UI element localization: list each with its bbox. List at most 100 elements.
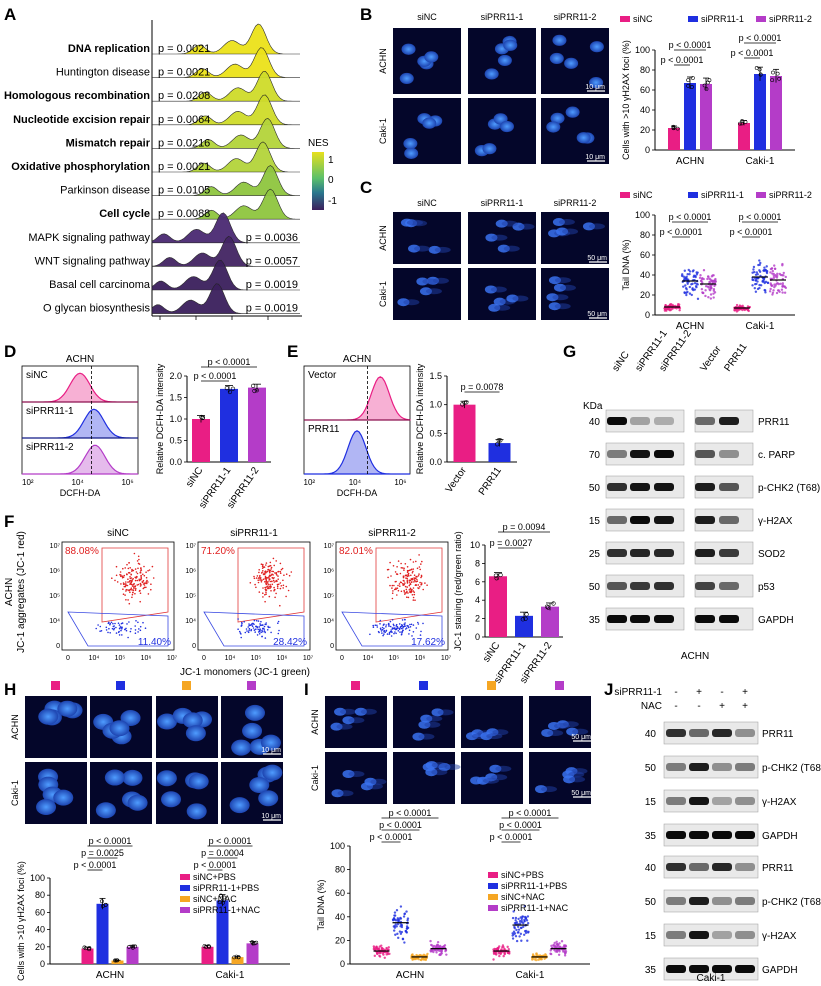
- panelCchart-dot-0-1-1: [696, 297, 700, 301]
- panelDhist-xtick-1: 10⁴: [72, 478, 85, 487]
- f-blue-dot-2-84: [401, 631, 403, 633]
- panelCchart-dot-0-2-40: [706, 285, 709, 288]
- j-band-0-2-2: [712, 797, 732, 805]
- f-red-dot-2-44: [406, 571, 409, 573]
- f-blue-dot-2-70: [379, 627, 382, 630]
- f-red-dot-1-3: [267, 581, 269, 583]
- pathway-name-5: Oxidative phosphorylation: [11, 161, 150, 173]
- f-red-dot-2-115: [407, 569, 410, 572]
- panelCchart-dot-1-2-54: [783, 285, 786, 288]
- panelFchart-ytick-label-5: 10: [470, 540, 480, 550]
- comet-tail-i03-2: [572, 728, 589, 735]
- panelIchart-dot-0-0-58: [379, 951, 382, 955]
- f-blue-dot-1-61: [259, 629, 261, 631]
- f-blue-dot-1-7: [240, 636, 242, 639]
- j-band-1-3-0: [666, 965, 686, 973]
- panelHchart-ytick-label-3: 60: [35, 907, 45, 917]
- f-red-dot-1-139: [268, 569, 271, 572]
- d-p-1: p < 0.0001: [194, 371, 237, 381]
- panelCchart-dot-1-2-59: [774, 273, 777, 277]
- g-band-6-3: [695, 615, 715, 623]
- f-red-dot-1-137: [273, 564, 276, 567]
- f-red-dot-2-37: [396, 594, 398, 596]
- panelDchart-ytick-label-3: 1.5: [169, 393, 182, 403]
- f-xtick-1-2: 10⁵: [251, 655, 262, 662]
- f-red-dot-2-38: [416, 567, 419, 570]
- f-red-dot-2-107: [412, 596, 415, 599]
- f-blue-dot-2-62: [404, 622, 406, 624]
- panelFchart-ytick-label-1: 2: [475, 614, 480, 624]
- panelHchart-pt-1-3-3: [250, 940, 255, 945]
- f-blue-dot-0-25: [109, 623, 111, 626]
- f-blue-dot-2-76: [401, 624, 404, 627]
- j-sign-0-0: -: [674, 687, 677, 698]
- f-red-dot-0-38: [146, 582, 148, 585]
- f-blue-dot-2-24: [376, 626, 379, 628]
- nes-colorbar: [312, 152, 324, 210]
- f-red-dot-1-159: [261, 567, 264, 569]
- panelEhist-row-1: PRR11: [308, 424, 340, 435]
- panelCchart-dot-1-2-15: [771, 293, 774, 296]
- panelEchart-bar-0: [453, 404, 476, 462]
- f-red-dot-1-12: [260, 563, 263, 565]
- j-sign-1-0: -: [674, 701, 677, 712]
- panelHchart-pt-0-0-3: [87, 947, 92, 952]
- g-mw-0: 40: [589, 417, 601, 428]
- h-p-5: p < 0.0001: [194, 860, 237, 870]
- panelBchart-bar-0-0: [668, 128, 680, 150]
- panelCchart-dot-0-2-54: [710, 286, 713, 290]
- i-scale-1: 50 μm: [571, 734, 591, 741]
- i-legend-3: siPRR11-1+NAC: [501, 903, 569, 913]
- f-red-dot-1-111: [257, 577, 260, 579]
- f-blue-dot-1-65: [265, 622, 268, 624]
- panelIchart-dot-1-2-44: [531, 957, 534, 960]
- f-red-dot-1-0: [285, 585, 288, 588]
- h-legend-3: siPRR11-1+NAC: [193, 905, 261, 915]
- panelHchart-bar-1-0: [201, 946, 214, 964]
- j-sign-1-2: +: [719, 701, 725, 712]
- f-red-dot-0-57: [147, 569, 149, 572]
- f-red-dot-2-159: [415, 584, 417, 586]
- f-red-dot-0-19: [140, 576, 142, 578]
- panelFchart-pt-0-0: [493, 573, 499, 578]
- g-cell: ACHN: [681, 651, 709, 662]
- panelBchart-pt-1-1-2: [757, 67, 762, 72]
- f-xtick-0-4: 10⁷: [167, 655, 178, 662]
- comet-tail-i10-0: [337, 790, 354, 797]
- panelBchart-bar-1-2: [770, 76, 782, 150]
- panelBchart-pt-0-1-3: [690, 76, 695, 80]
- f-gate-blue-1: [203, 611, 305, 647]
- f-blue-dot-2-89: [380, 630, 383, 632]
- f-red-dot-2-91: [426, 584, 428, 586]
- ridge-6: [152, 165, 300, 196]
- i-p-4: p < 0.0001: [499, 820, 542, 830]
- j-mw-1-0: 40: [645, 863, 657, 874]
- panelCchart-dot-0-2-47: [702, 269, 706, 272]
- panelIchart-dot-0-2-48: [414, 957, 417, 961]
- f-red-dot-1-57: [269, 587, 272, 589]
- f-red-dot-2-13: [389, 561, 391, 564]
- micrograph-b10: [393, 98, 461, 164]
- f-red-dot-2-158: [397, 560, 400, 562]
- nucleus-h03-0: [231, 739, 252, 756]
- f-red-dot-1-17: [282, 584, 285, 587]
- f-red-dot-0-93: [122, 583, 125, 586]
- f-blue-dot-0-24: [120, 629, 122, 632]
- g-band-3-2: [654, 516, 674, 524]
- f-blue-dot-1-70: [277, 632, 280, 635]
- panelIchart-dot-1-3-48: [553, 948, 556, 952]
- f-red-dot-1-20: [265, 562, 268, 564]
- f-blue-dot-1-4: [269, 626, 271, 629]
- f-blue-dot-2-72: [383, 633, 385, 635]
- panelCchart-dot-1-1-43: [756, 287, 760, 291]
- f-blue-dot-0-44: [119, 626, 122, 628]
- panelBchart-pt-1-0-1: [743, 120, 748, 124]
- f-blue-dot-2-55: [382, 634, 384, 637]
- f-red-dot-1-140: [255, 577, 258, 579]
- f-red-dot-1-75: [279, 562, 282, 565]
- panel-d-bar-chart: 0.0 0.5 1.0 1.5 2.0 Relative DCFH-DA intensit…: [155, 357, 271, 511]
- panelIchart-dot-0-1-36: [392, 929, 396, 932]
- f-red-dot-2-150: [402, 583, 405, 585]
- f-ytick-2-2: 10⁵: [323, 593, 334, 600]
- panelFchart-ylabel: JC-1 staining (red/green ratio): [453, 531, 463, 651]
